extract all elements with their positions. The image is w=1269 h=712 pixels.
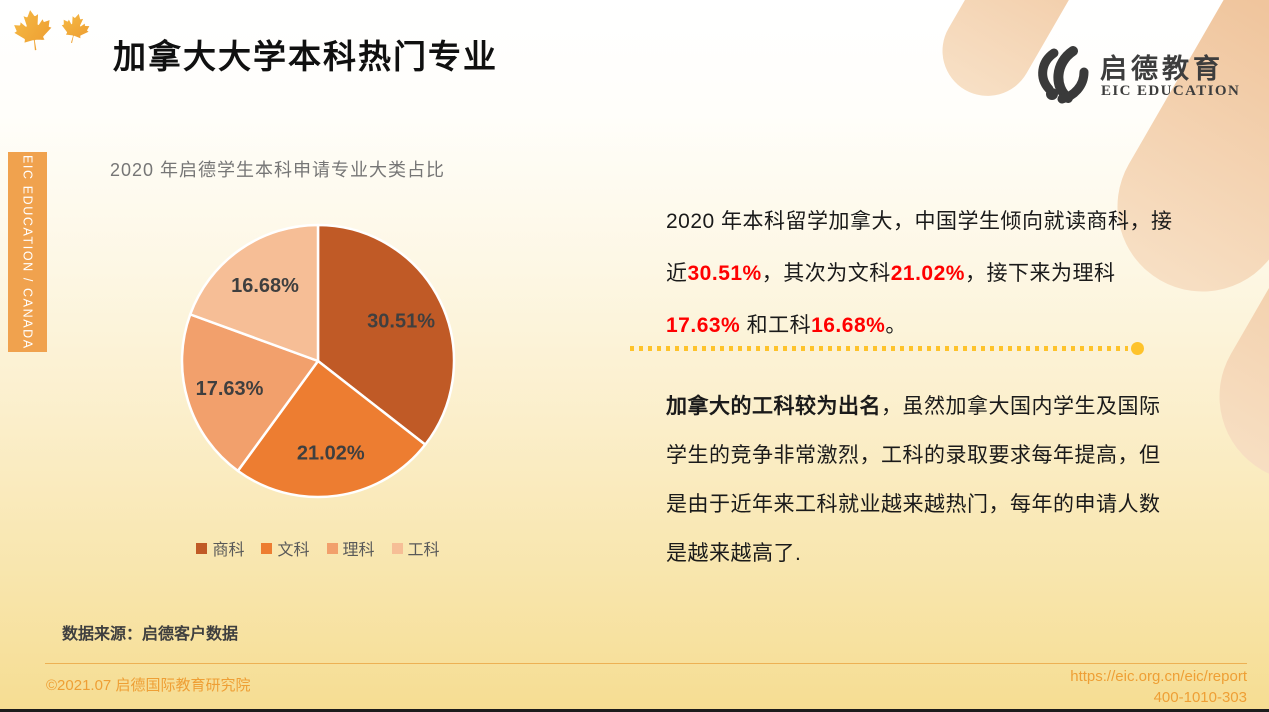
- maple-leaf-icon: [14, 10, 52, 51]
- footer-url: https://eic.org.cn/eic/report: [1070, 668, 1247, 685]
- legend-item-理科: 理科: [326, 536, 375, 560]
- footer-contact: https://eic.org.cn/eic/report 400-1010-3…: [1070, 666, 1247, 708]
- insight-paragraph-2: 加拿大的工科较为出名，虽然加拿大国内学生及国际学生的竞争非常激烈，工科的录取要求…: [666, 382, 1178, 578]
- eic-logo-icon: [1038, 46, 1089, 104]
- pie-label: 17.63%: [196, 378, 264, 400]
- divider-end-dot-icon: [1131, 342, 1144, 355]
- pie-slice-工科: [188, 223, 320, 363]
- pie-slice-文科: [236, 359, 427, 499]
- stat-highlight: 21.02%: [890, 262, 965, 285]
- maple-leaf-icon: [61, 13, 90, 43]
- chart-legend: 商科 文科 理科 工科: [118, 536, 518, 560]
- legend-label: 工科: [407, 542, 440, 559]
- insight-paragraph-1: 2020 年本科留学加拿大，中国学生倾向就读商科，接近30.51%，其次为文科2…: [666, 196, 1178, 352]
- text-segment: CANADA: [20, 287, 35, 350]
- text-segment: ，其次为文科: [761, 262, 891, 285]
- chart-title: 2020 年启德学生本科申请专业大类占比: [110, 160, 446, 180]
- legend-label: 理科: [342, 542, 375, 559]
- logo-name-en: EIC EDUCATION: [1101, 83, 1241, 99]
- legend-swatch-icon: [326, 542, 338, 554]
- dotted-divider: [630, 342, 1144, 355]
- legend-swatch-icon: [196, 542, 208, 554]
- logo-name-cn: 启德教育: [1100, 54, 1224, 84]
- legend-item-文科: 文科: [261, 536, 310, 560]
- bottom-edge-strip: [0, 709, 1269, 712]
- data-source-note: 数据来源：启德客户数据: [62, 626, 239, 643]
- footer-copyright: ©2021.07 启德国际教育研究院: [46, 677, 251, 694]
- legend-swatch-icon: [391, 542, 403, 554]
- legend-item-工科: 工科: [391, 536, 440, 560]
- text-segment: 2020 年本科留学加拿大，中国学生倾向就读商科，接近: [666, 210, 1173, 285]
- pie-label: 30.51%: [367, 310, 435, 332]
- sidebar-region-label: EIC EDUCATION / CANADA: [21, 155, 35, 350]
- footer-divider: [45, 663, 1247, 664]
- text-segment: 和工科: [740, 314, 812, 337]
- pie-label: 21.02%: [297, 443, 365, 465]
- pie-label: 16.68%: [231, 275, 299, 297]
- legend-item-商科: 商科: [196, 536, 244, 560]
- text-segment: 加拿大的工科较为出名: [666, 395, 881, 418]
- stat-highlight: 16.68%: [811, 314, 886, 337]
- legend-label: 商科: [212, 542, 245, 559]
- text-segment: ，虽然加拿大国内学生及国际学生的竞争非常激烈，工科的录取要求每年提高，但是由于近…: [666, 395, 1161, 565]
- pie-slice-商科: [316, 223, 456, 446]
- stat-highlight: 30.51%: [687, 262, 762, 285]
- legend-label: 文科: [277, 542, 310, 559]
- text-segment: EDUCATION /: [20, 185, 35, 288]
- legend-swatch-icon: [261, 542, 273, 554]
- pie-slice-理科: [180, 313, 320, 473]
- text-segment: ，接下来为理科: [964, 262, 1116, 285]
- pie-chart: 30.51% 21.02% 17.63% 16.68%: [180, 223, 456, 499]
- footer-phone: 400-1010-303: [1153, 689, 1247, 706]
- page-title: 加拿大大学本科热门专业: [113, 38, 498, 75]
- text-segment: 。: [885, 314, 907, 337]
- stat-highlight: 17.63%: [666, 314, 741, 337]
- sidebar-region-tab: EIC EDUCATION / CANADA: [8, 152, 47, 352]
- text-segment: EIC: [20, 154, 35, 186]
